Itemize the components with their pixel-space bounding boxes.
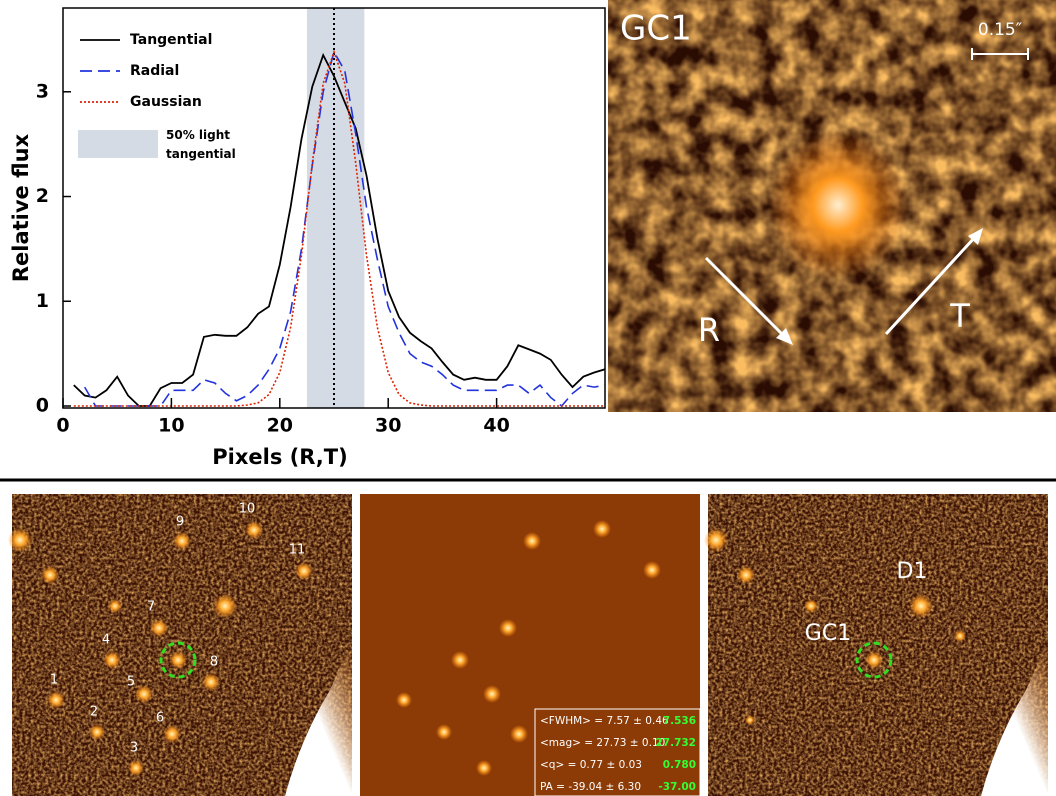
x-axis-label: Pixels (R,T) xyxy=(212,445,347,469)
source-label: 3 xyxy=(130,741,138,756)
x-tick-label: 40 xyxy=(483,415,509,437)
legend-label: Tangential xyxy=(130,32,212,48)
y-tick-label: 1 xyxy=(36,290,49,312)
source-label: 1 xyxy=(50,673,58,688)
legend-label: Radial xyxy=(130,63,179,79)
legend-label: 50% light tangential xyxy=(166,126,236,164)
model-image: <FWHM> = 7.57 ± 0.467.536 <mag> = 27.73 ±… xyxy=(360,494,700,796)
residual-image: D1 GC1 xyxy=(704,494,1048,796)
fit-param: <FWHM> = 7.57 ± 0.46 xyxy=(540,715,669,727)
radial-label: R xyxy=(698,311,720,349)
source-label: 11 xyxy=(289,543,306,558)
fit-param: PA = -39.04 ± 6.30 xyxy=(540,781,641,793)
y-tick-label: 0 xyxy=(36,395,49,417)
source-label: 7 xyxy=(147,600,155,615)
scale-label: 0.15″ xyxy=(978,20,1022,40)
fit-value: 27.732 xyxy=(655,737,696,749)
tangential-label: T xyxy=(949,297,970,335)
zoom-label: GC1 xyxy=(620,9,692,49)
x-tick-label: 0 xyxy=(56,415,69,437)
figure: GC1 0.15″ R T 1234567891011 <FWHM> = 7.5… xyxy=(0,0,1056,796)
gc1-label: GC1 xyxy=(805,621,851,646)
source-label: 9 xyxy=(176,515,184,530)
y-tick-label: 3 xyxy=(36,80,49,102)
legend-band: 50% light tangential xyxy=(166,126,236,166)
source-label: 8 xyxy=(210,655,218,670)
zoom-image: GC1 0.15″ R T xyxy=(608,0,1056,412)
fit-param: <mag> = 27.73 ± 0.10 xyxy=(540,737,665,749)
source-label: 4 xyxy=(102,633,110,648)
legend-label: Gaussian xyxy=(130,94,202,110)
x-tick-label: 20 xyxy=(267,415,293,437)
d1-label: D1 xyxy=(897,559,928,584)
y-axis-label: Relative flux xyxy=(9,133,33,282)
x-tick-label: 30 xyxy=(375,415,401,437)
chart: GC1 0.15″ R T 1234567891011 <FWHM> = 7.5… xyxy=(0,0,1056,796)
source-label: 2 xyxy=(90,705,98,720)
y-tick-label: 2 xyxy=(36,185,49,207)
source-label: 5 xyxy=(127,675,135,690)
fit-value: 0.780 xyxy=(663,759,696,771)
profile-chart: Pixels (R,T) Relative flux 0 10 20 30 40 0 1 2 3… xyxy=(9,8,605,469)
legend-swatch xyxy=(78,130,158,158)
source-label: 6 xyxy=(156,711,164,726)
fit-value: -37.00 xyxy=(658,781,696,793)
fit-value: 7.536 xyxy=(663,715,696,727)
source-label: 10 xyxy=(239,502,256,517)
fit-param: <q> = 0.77 ± 0.03 xyxy=(540,759,642,771)
field-image: 1 2 3 4 5 6 7 8 9 10 11 xyxy=(8,494,352,796)
x-tick-label: 10 xyxy=(158,415,184,437)
light-band xyxy=(307,8,364,410)
